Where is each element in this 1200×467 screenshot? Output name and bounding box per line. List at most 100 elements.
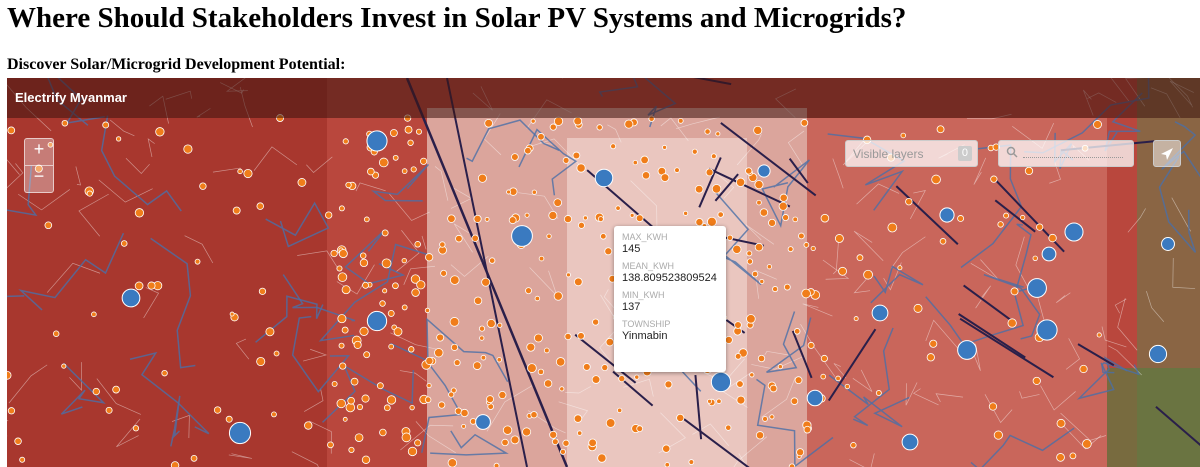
village: [461, 423, 467, 429]
river: [518, 128, 578, 196]
village: [531, 189, 537, 195]
village: [213, 406, 222, 414]
village: [755, 431, 765, 440]
village: [1036, 223, 1044, 231]
village: [297, 178, 307, 187]
village: [746, 314, 756, 324]
zoom-out[interactable]: −: [33, 166, 45, 186]
village: [47, 141, 54, 148]
village: [800, 119, 809, 127]
layer-selector[interactable]: Visible layers 0: [845, 140, 978, 167]
township-border: [235, 338, 250, 360]
village: [471, 234, 479, 242]
village: [194, 258, 201, 265]
popup-field: MIN_KWH 137: [614, 290, 726, 313]
village: [115, 136, 122, 142]
village: [265, 327, 275, 337]
village: [787, 246, 794, 253]
search-box[interactable]: [998, 140, 1134, 167]
village: [537, 368, 545, 376]
township-border: [96, 378, 141, 415]
village: [615, 205, 621, 211]
village: [526, 342, 536, 352]
village: [798, 232, 805, 240]
village: [688, 459, 695, 465]
village: [796, 448, 805, 457]
village: [559, 448, 566, 455]
township-border: [388, 193, 430, 221]
village: [336, 398, 346, 409]
village: [931, 174, 941, 185]
village: [810, 245, 816, 252]
river: [1014, 223, 1044, 294]
village: [530, 118, 536, 124]
village: [1024, 166, 1034, 176]
village: [484, 118, 493, 128]
village: [52, 330, 60, 338]
village: [1048, 233, 1057, 243]
village: [551, 438, 559, 446]
township-border: [764, 350, 790, 356]
grid-line: [827, 328, 877, 402]
village: [61, 363, 67, 369]
village: [498, 391, 507, 400]
hub: [1148, 344, 1168, 364]
village: [756, 199, 762, 206]
village: [674, 167, 680, 173]
village: [926, 353, 935, 362]
township-border: [303, 348, 328, 362]
village: [342, 416, 348, 422]
village: [7, 370, 12, 380]
locate-button[interactable]: [1153, 140, 1181, 167]
township-border: [253, 146, 298, 171]
field-value: 138.809523809524: [622, 272, 717, 284]
village: [1010, 287, 1019, 296]
village: [683, 210, 689, 216]
village: [378, 157, 389, 168]
village: [779, 193, 788, 202]
village: [736, 395, 746, 405]
hub: [1161, 237, 1175, 251]
township-border: [1101, 326, 1127, 348]
village: [389, 129, 398, 137]
village: [549, 430, 558, 439]
map[interactable]: Electrify Myanmar + − Visible layers 0 M…: [7, 78, 1200, 467]
village: [769, 384, 778, 393]
village: [473, 214, 482, 223]
township-border: [400, 424, 454, 451]
village: [524, 212, 530, 218]
village: [339, 362, 347, 370]
village: [694, 184, 704, 194]
zoom-in[interactable]: +: [25, 139, 53, 166]
village: [271, 411, 277, 418]
village: [382, 288, 388, 294]
village: [711, 184, 722, 194]
township-border: [935, 393, 964, 402]
village: [1082, 439, 1092, 449]
river: [60, 362, 106, 415]
river: [255, 295, 324, 343]
township-border: [1062, 424, 1102, 450]
township-border: [450, 255, 489, 277]
village: [629, 212, 635, 218]
river: [466, 119, 560, 163]
village: [229, 311, 235, 317]
village: [392, 154, 399, 161]
township-border: [486, 384, 535, 432]
village: [564, 332, 572, 341]
village: [710, 153, 717, 160]
village: [434, 348, 444, 358]
river: [766, 311, 812, 374]
township-border: [1060, 412, 1107, 441]
grid-line: [698, 157, 722, 208]
village: [1093, 120, 1102, 129]
village: [199, 182, 207, 190]
village: [534, 295, 541, 302]
village: [393, 327, 403, 337]
township-border: [890, 236, 926, 269]
village: [543, 379, 553, 388]
village: [897, 265, 903, 271]
hub: [594, 168, 614, 188]
village: [439, 241, 446, 248]
